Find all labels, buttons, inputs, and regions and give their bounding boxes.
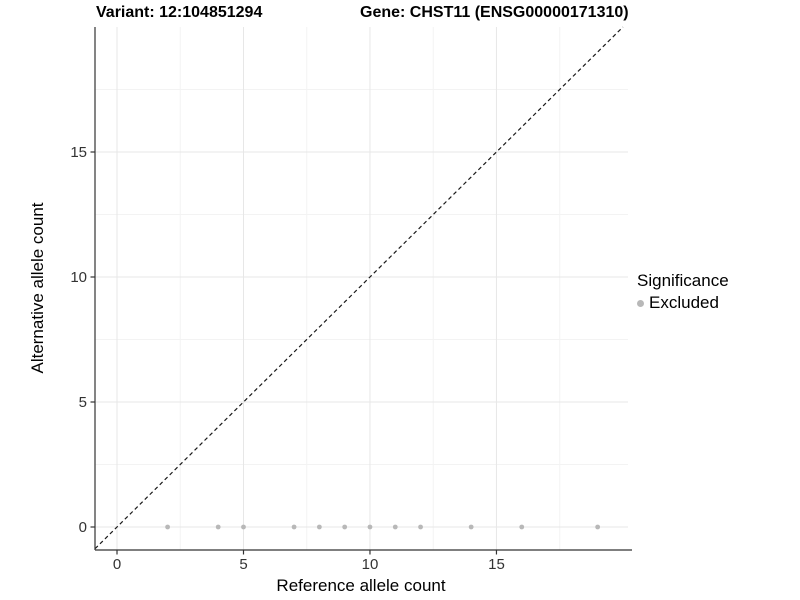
data-point	[595, 524, 601, 530]
y-tick-label: 5	[79, 394, 87, 411]
data-point	[342, 524, 348, 530]
data-point	[468, 524, 474, 530]
x-axis-label: Reference allele count	[276, 576, 446, 595]
y-tick-label: 15	[70, 144, 87, 161]
y-tick-label: 0	[79, 519, 87, 536]
data-point	[241, 524, 246, 530]
data-point	[316, 524, 322, 530]
data-point	[519, 524, 525, 530]
x-tick-label: 15	[488, 556, 505, 573]
legend-title: Significance	[637, 271, 729, 290]
plot-title-variant: Variant: 12:104851294	[96, 4, 263, 21]
data-point	[418, 524, 423, 530]
x-tick-label: 0	[113, 556, 121, 573]
legend-point-icon	[637, 299, 644, 307]
data-point	[291, 524, 297, 530]
data-point	[367, 524, 373, 530]
plot-title-gene: Gene: CHST11 (ENSG00000171310)	[360, 4, 629, 21]
identity-line	[94, 26, 624, 550]
legend-item-excluded: Excluded	[637, 293, 729, 313]
data-point	[392, 524, 398, 530]
legend-item-label: Excluded	[649, 293, 719, 312]
legend: Significance Excluded	[637, 270, 729, 313]
x-tick-label: 10	[362, 556, 379, 573]
y-axis-label: Alternative allele count	[28, 202, 47, 374]
data-point	[165, 524, 171, 530]
x-tick-label: 5	[239, 556, 247, 573]
y-tick-label: 10	[70, 269, 87, 286]
data-point	[215, 524, 221, 530]
